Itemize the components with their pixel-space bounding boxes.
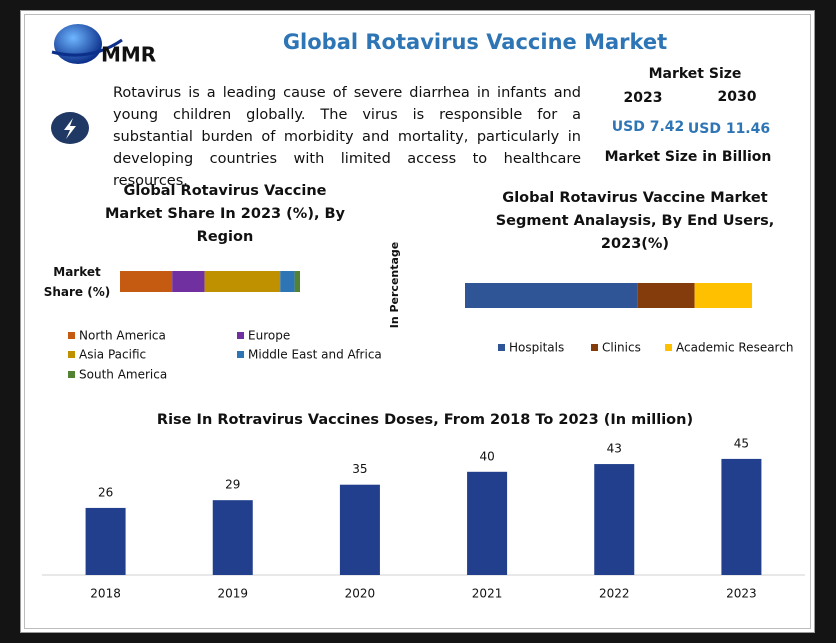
legend-swatch [237,351,244,358]
bar [212,500,253,575]
x-tick-label: 2022 [599,587,630,601]
value-label: 26 [98,485,113,499]
legend-label: Asia Pacific [79,348,146,362]
bolt-icon [51,112,89,144]
bar [721,458,762,575]
market-value: USD 11.46 [688,121,770,137]
legend-swatch [665,344,672,351]
market-year: 2023 [624,90,663,106]
legend-label: Europe [248,329,290,343]
bar-segment [637,283,695,308]
logo: MMR [51,24,156,67]
logo-swoosh [51,38,123,57]
page-title: Global Rotavirus Vaccine Market [282,30,668,54]
legend-swatch [498,344,505,351]
bar [339,484,380,575]
chart-title: Global Rotavirus Vaccine Market Share In… [104,183,346,245]
bar-segment [294,271,300,292]
value-label: 45 [734,436,749,450]
market-unit-note: Market Size in Billion [605,149,772,165]
bar-segment [280,271,295,292]
chart-title: Rise In Rotravirus Vaccines Doses, From … [156,412,694,428]
y-axis-label: In Percentage [388,241,401,329]
legend-swatch [68,371,75,378]
legend-label: Hospitals [509,341,564,355]
x-tick-label: 2020 [345,587,376,601]
legend-swatch [237,332,244,339]
market-year: 2030 [718,89,757,105]
bar-segment [694,283,752,308]
icon-bolt [64,118,76,139]
bar-segment [465,283,638,308]
description: Rotavirus is a leading cause of severe d… [113,85,581,189]
legend-swatch [68,351,75,358]
panel [20,10,815,633]
bar-segment [120,271,173,292]
bar [85,507,126,575]
legend-swatch [68,332,75,339]
bar [467,471,508,575]
value-label: 35 [352,462,367,476]
legend-label: North America [79,329,166,343]
bar-segment [204,271,281,292]
value-label: 43 [607,442,622,456]
legend-label: South America [79,368,167,382]
x-tick-label: 2021 [472,587,503,601]
legend-label: Middle East and Africa [248,348,382,362]
x-tick-label: 2019 [217,587,248,601]
market-value: USD 7.42 [612,119,685,135]
chart-title: Global Rotavirus Vaccine Market Segment … [495,190,775,252]
legend-swatch [591,344,598,351]
legend-label: Academic Research [676,341,793,355]
bar [594,464,635,575]
legend-label: Clinics [602,341,641,355]
value-label: 29 [225,478,240,492]
market-size-label: Market Size [649,66,742,82]
logo-globe [54,24,102,64]
x-tick-label: 2023 [726,587,757,601]
value-label: 40 [479,449,494,463]
bar-segment [172,271,205,292]
category-label: Market Share (%) [43,265,111,299]
logo-text: MMR [101,43,156,67]
x-tick-label: 2018 [90,587,121,601]
